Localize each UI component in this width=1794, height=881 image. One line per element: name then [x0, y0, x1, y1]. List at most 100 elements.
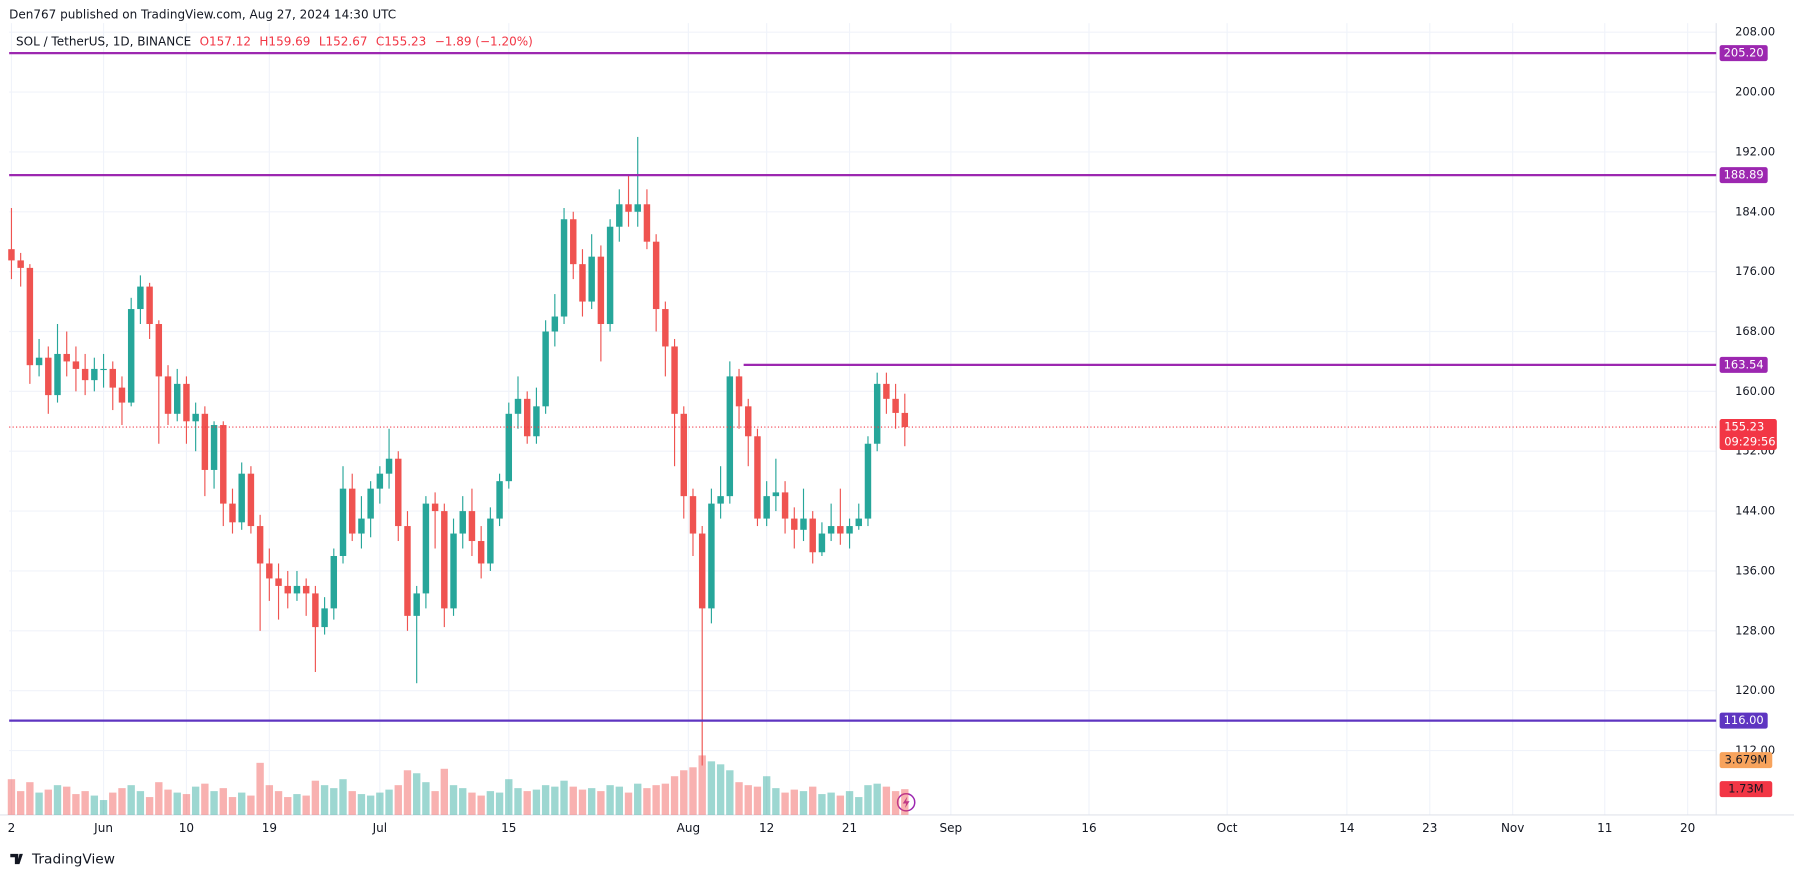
volume-bar [63, 786, 71, 815]
volume-bar [72, 794, 80, 815]
volume-bar [376, 792, 384, 815]
volume-bar [845, 791, 854, 815]
candle-body [671, 346, 678, 414]
candle-body [266, 563, 273, 579]
last-price-tag [1719, 419, 1777, 450]
candle-body [772, 492, 780, 497]
volume-bar [90, 795, 99, 815]
candle-body [745, 406, 752, 437]
candle-body [616, 204, 623, 227]
candle-body [45, 357, 52, 396]
volume-bar [385, 789, 393, 815]
x-tick-label: 19 [262, 821, 277, 835]
candle-body [17, 260, 24, 268]
candle-body [809, 518, 816, 553]
candle-body [560, 219, 568, 317]
candle-body [791, 518, 798, 530]
alert-bolt [902, 796, 910, 809]
y-tick-label: 168.00 [1735, 324, 1775, 338]
candle-body [662, 309, 669, 347]
level-tag-label: 188.89 [1724, 168, 1764, 182]
volume-bar [109, 792, 117, 815]
volume-bar [753, 786, 762, 815]
volume-bar [293, 794, 301, 815]
volume-bar [440, 768, 449, 815]
candle-body [781, 492, 789, 519]
candle-body [330, 555, 338, 609]
volume-bar [468, 792, 476, 815]
volume-bar [587, 788, 596, 815]
candle-body [864, 443, 872, 519]
x-tick-label: Jul [372, 821, 387, 835]
level-tag-label: 205.20 [1724, 46, 1764, 60]
x-tick-label: 11 [1597, 821, 1612, 835]
y-tick-label: 176.00 [1735, 264, 1775, 278]
volume-bar [228, 797, 237, 815]
legend-close: C155.23 [376, 34, 426, 48]
volume-bar [486, 791, 495, 815]
volume-bar [164, 789, 172, 815]
candle-body [689, 496, 697, 534]
candle-body [275, 578, 282, 586]
volume-bar [320, 785, 329, 815]
candle-body [459, 511, 466, 534]
volume-bar [173, 792, 181, 815]
candle-body [487, 518, 494, 564]
y-tick-label: 200.00 [1735, 85, 1775, 99]
volume-bar [615, 786, 623, 815]
volume-bar [256, 762, 264, 815]
volume-bar [670, 776, 679, 815]
candle-body [81, 368, 89, 381]
alert-icon[interactable] [896, 793, 916, 812]
x-tick-label: 14 [1339, 821, 1354, 835]
volume-bar [772, 788, 780, 815]
volume-bar [201, 783, 209, 815]
candle-body [321, 608, 328, 628]
x-tick-label: 20 [1680, 821, 1695, 835]
level-tag-label: 163.54 [1724, 357, 1764, 371]
candle-body [35, 357, 43, 366]
candle-body [137, 286, 144, 310]
x-tick-label: Aug [677, 821, 700, 835]
volume-bar [7, 779, 16, 815]
candle-body [505, 413, 513, 482]
publish-info: Den767 published on TradingView.com, Aug… [9, 8, 396, 22]
candle-body [385, 458, 393, 474]
candle-body [339, 488, 347, 556]
volume-bar [403, 770, 412, 815]
volume-bar [449, 785, 458, 815]
x-tick-label: 10 [179, 821, 194, 835]
volume-bar [864, 785, 872, 815]
volume-bar [855, 797, 863, 815]
volume-bar [505, 779, 513, 815]
legend-change: −1.89 (−1.20%) [435, 34, 533, 48]
level-tag [1719, 356, 1768, 373]
candle-body [174, 383, 181, 414]
logo-text: TradingView [31, 852, 115, 868]
volume-bar [569, 786, 577, 815]
candle-body [348, 488, 356, 534]
candle-body [127, 309, 135, 403]
x-tick-label: 2 [8, 821, 16, 835]
candle-body [533, 406, 540, 437]
x-tick-label: Oct [1217, 821, 1238, 835]
volume-bar [495, 792, 504, 815]
candle-body [818, 533, 826, 553]
candle-body [8, 249, 15, 261]
volume-bar [689, 767, 697, 815]
volume-bar [597, 791, 605, 815]
candle-body [551, 316, 559, 332]
volume-bar [219, 788, 227, 815]
level-tag-label: 116.00 [1724, 713, 1764, 727]
volume-bar [191, 786, 200, 815]
candle-body [164, 376, 172, 414]
volume-bar [35, 792, 43, 815]
volume-bar [624, 792, 633, 815]
candle-body [54, 353, 61, 396]
candle-body [763, 496, 770, 519]
volume-bar [744, 785, 752, 815]
candle-body [873, 383, 881, 444]
volume-bar [818, 794, 826, 815]
candle-body [229, 503, 236, 523]
